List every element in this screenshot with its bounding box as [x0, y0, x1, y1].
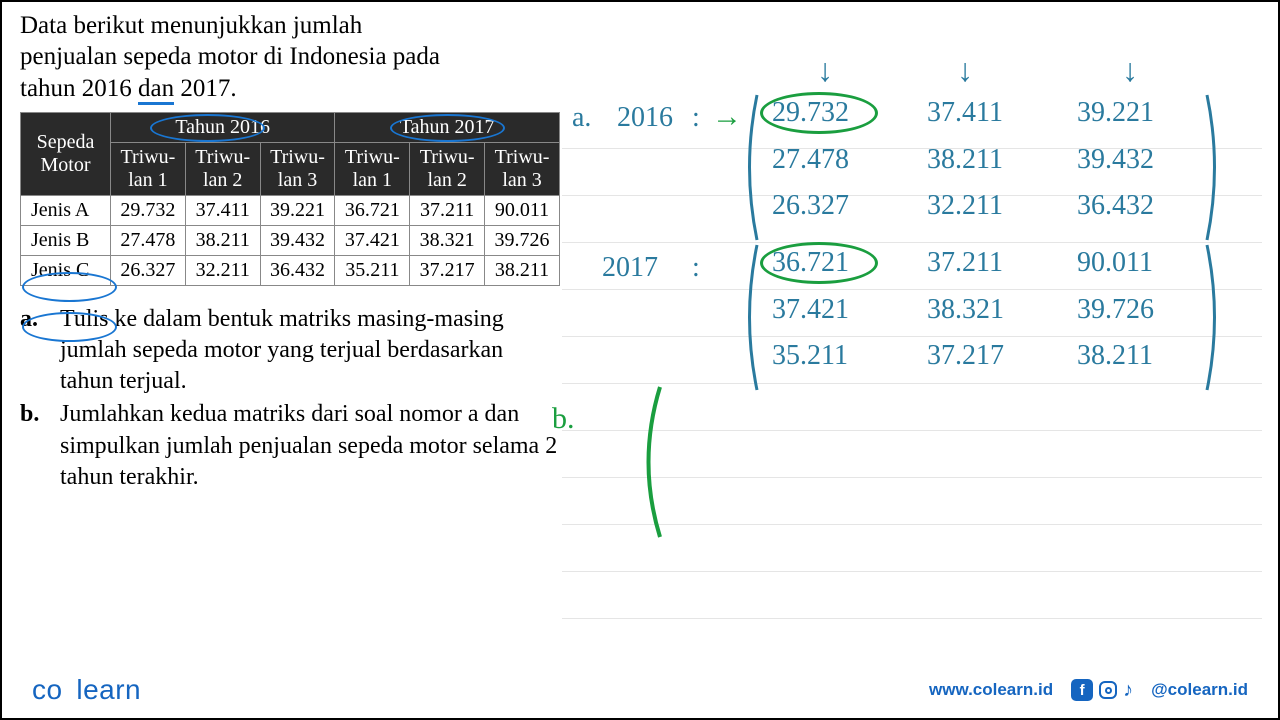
cell: 32.211 [185, 255, 260, 285]
cell: 29.732 [111, 195, 186, 225]
m2016-cell: 27.478 [772, 144, 849, 176]
hand-2016: 2016 [617, 102, 673, 134]
problem-line1: Data berikut menunjukkan jumlah [20, 12, 362, 39]
arrow-right-icon: → [712, 100, 742, 134]
question-a-body: Tulis ke dalam bentuk matriks masing-mas… [60, 304, 560, 398]
data-table-wrap: Sepeda Motor Tahun 2016 Tahun 2017 Triwu… [20, 112, 560, 286]
footer-right: www.colearn.id f ♪ @colearn.id [929, 679, 1248, 702]
logo-part-a: co [32, 674, 63, 705]
cell: 38.211 [185, 225, 260, 255]
m2016-cell: 38.211 [927, 144, 1003, 176]
arrow-down-icon: ↓ [1122, 52, 1138, 89]
handwriting-area: ↓ ↓ ↓ a. 2016 : → 29.732 37.411 39.221 2… [562, 62, 1262, 622]
cell: 37.411 [185, 195, 260, 225]
cell: 27.478 [111, 225, 186, 255]
problem-line3-dan: dan [138, 75, 174, 105]
footer-handle: @colearn.id [1151, 680, 1248, 700]
cell: 39.221 [260, 195, 335, 225]
cell: 37.211 [410, 195, 485, 225]
cell: 39.432 [260, 225, 335, 255]
hand-colon: : [692, 252, 700, 284]
m2016-cell: 37.411 [927, 97, 1003, 129]
th-sepeda: Sepeda Motor [21, 112, 111, 195]
cell: 36.432 [260, 255, 335, 285]
m2017-cell: 38.211 [1077, 340, 1153, 372]
problem-column: Data berikut menunjukkan jumlah penjuala… [20, 10, 560, 495]
hand-a-label: a. [572, 102, 591, 134]
cell: 38.211 [485, 255, 560, 285]
hand-b-label: b. [552, 402, 575, 436]
problem-line3a: tahun 2016 [20, 75, 138, 102]
question-a-label: a. [20, 304, 60, 398]
row-c-name: Jenis C [21, 255, 111, 285]
row-b-name: Jenis B [21, 225, 111, 255]
data-table: Sepeda Motor Tahun 2016 Tahun 2017 Triwu… [20, 112, 560, 286]
instagram-icon [1099, 681, 1117, 699]
th-year-2017: Tahun 2017 [335, 112, 560, 142]
tiktok-icon: ♪ [1123, 679, 1133, 702]
arrow-down-icon: ↓ [817, 52, 833, 89]
questions-block: a. Tulis ke dalam bentuk matriks masing-… [20, 304, 560, 493]
problem-statement: Data berikut menunjukkan jumlah penjuala… [20, 10, 560, 104]
cell: 38.321 [410, 225, 485, 255]
question-b-body: Jumlahkan kedua matriks dari soal nomor … [60, 399, 560, 493]
footer-url: www.colearn.id [929, 680, 1053, 700]
th-sub-0: Triwu-lan 1 [111, 142, 186, 195]
logo-part-b: learn [76, 674, 141, 705]
cell: 26.327 [111, 255, 186, 285]
arrow-down-icon: ↓ [957, 52, 973, 89]
brand-logo: co learn [32, 674, 141, 706]
table-row: Jenis A 29.732 37.411 39.221 36.721 37.2… [21, 195, 560, 225]
table-row: Jenis B 27.478 38.211 39.432 37.421 38.3… [21, 225, 560, 255]
cell: 35.211 [335, 255, 410, 285]
th-sub-5: Triwu-lan 3 [485, 142, 560, 195]
m2017-cell: 38.321 [927, 294, 1004, 326]
footer: co learn www.colearn.id f ♪ @colearn.id [2, 674, 1278, 706]
row-a-name: Jenis A [21, 195, 111, 225]
cell: 37.217 [410, 255, 485, 285]
cell: 39.726 [485, 225, 560, 255]
table-row: Jenis C 26.327 32.211 36.432 35.211 37.2… [21, 255, 560, 285]
green-circle-annotation [760, 92, 878, 134]
problem-line3c: 2017. [174, 75, 237, 102]
hand-2017: 2017 [602, 252, 658, 284]
m2017-cell: 90.011 [1077, 247, 1153, 279]
m2016-cell: 32.211 [927, 190, 1003, 222]
problem-line2: penjualan sepeda motor di Indonesia pada [20, 43, 440, 70]
cell: 37.421 [335, 225, 410, 255]
green-circle-annotation [760, 242, 878, 284]
social-icons: f ♪ [1071, 679, 1133, 702]
m2017-cell: 37.211 [927, 247, 1003, 279]
m2017-cell: 37.217 [927, 340, 1004, 372]
paren-b [632, 382, 672, 542]
th-sub-1: Triwu-lan 2 [185, 142, 260, 195]
m2017-cell: 37.421 [772, 294, 849, 326]
th-sub-3: Triwu-lan 1 [335, 142, 410, 195]
m2016-cell: 36.432 [1077, 190, 1154, 222]
th-sub-2: Triwu-lan 3 [260, 142, 335, 195]
m2017-cell: 35.211 [772, 340, 848, 372]
hand-colon: : [692, 102, 700, 134]
th-sub-4: Triwu-lan 2 [410, 142, 485, 195]
m2016-cell: 39.221 [1077, 97, 1154, 129]
m2016-cell: 39.432 [1077, 144, 1154, 176]
th-year-2016: Tahun 2016 [111, 112, 335, 142]
m2017-cell: 39.726 [1077, 294, 1154, 326]
question-b-label: b. [20, 399, 60, 493]
m2016-cell: 26.327 [772, 190, 849, 222]
facebook-icon: f [1071, 679, 1093, 701]
cell: 36.721 [335, 195, 410, 225]
cell: 90.011 [485, 195, 560, 225]
